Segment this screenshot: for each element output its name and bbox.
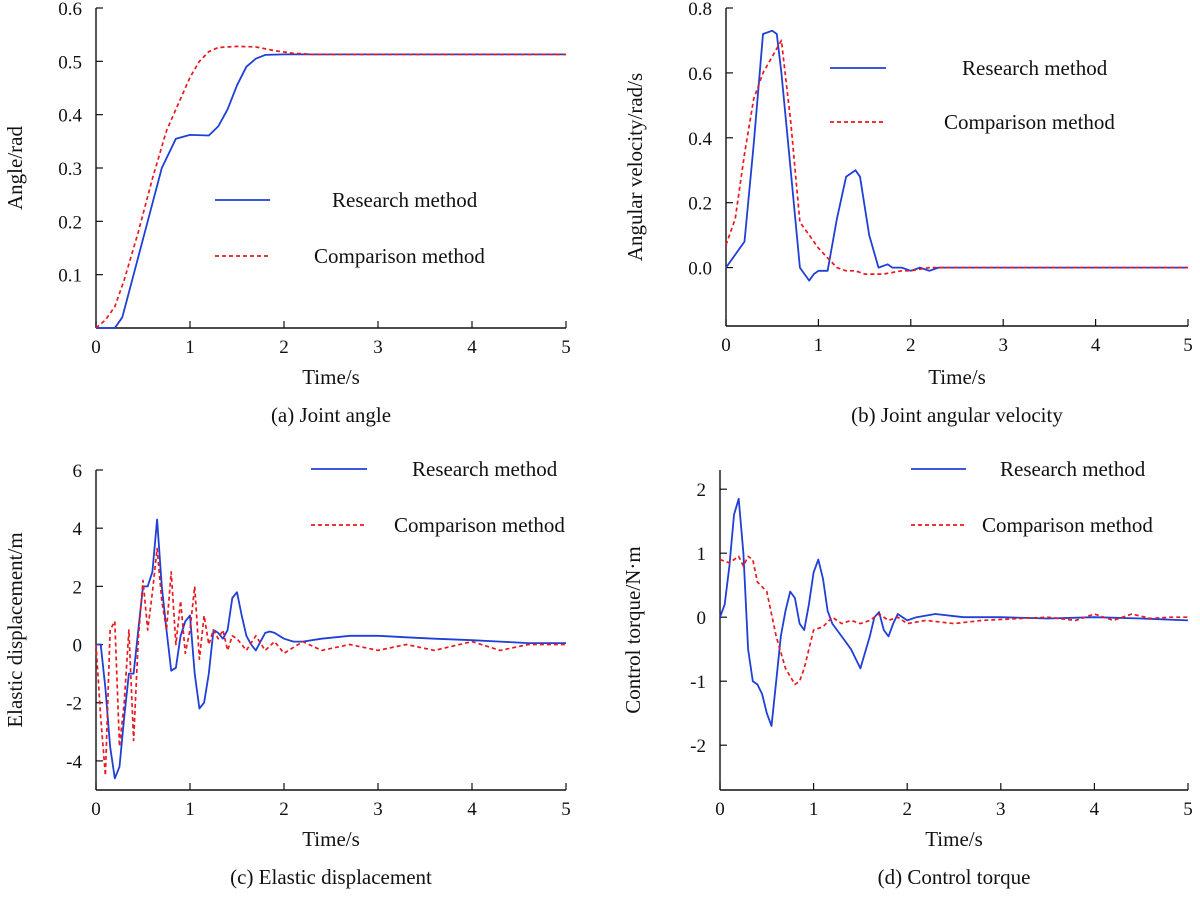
legend: Research method Comparison method <box>215 188 485 268</box>
x-axis-label: Time/s <box>928 365 986 389</box>
x-tick-label: 5 <box>1183 799 1193 820</box>
legend-label: Research method <box>332 188 478 212</box>
series-research-method <box>725 29 1188 282</box>
y-tick-label: 0.6 <box>688 64 712 85</box>
chart-caption: (b) Joint angular velocity <box>851 403 1063 427</box>
series-research-method <box>719 497 1189 727</box>
x-tick-label: 4 <box>1090 799 1100 820</box>
x-tick-label: 4 <box>1091 335 1101 356</box>
y-tick-label: 0.2 <box>58 212 82 233</box>
legend-label: Comparison method <box>982 513 1153 537</box>
y-tick-label: 0.4 <box>58 106 82 127</box>
y-axis-label: Elastic displacement/m <box>3 532 27 727</box>
x-tick-label: 0 <box>91 799 101 820</box>
x-tick-label: 5 <box>561 799 571 820</box>
legend: Research method Comparison method <box>911 457 1153 537</box>
chart-b: 0 1 2 3 4 5 0.0 0.2 0.4 0.6 0.8 Time/s Angular veloc… <box>623 0 1193 427</box>
x-tick-label: 1 <box>185 337 195 358</box>
x-tick-label: 0 <box>721 335 731 356</box>
x-tick-label: 0 <box>91 337 101 358</box>
y-tick-label: -4 <box>66 752 82 773</box>
x-axis-label: Time/s <box>302 827 360 851</box>
y-axis-label: Angle/rad <box>3 126 27 210</box>
y-tick-label: 0.4 <box>688 129 712 150</box>
legend-label: Research method <box>962 56 1108 80</box>
y-tick-label: 6 <box>73 461 83 482</box>
x-tick-label: 2 <box>902 799 912 820</box>
y-tick-label: 0.0 <box>688 259 712 280</box>
series-comparison-method <box>95 547 566 777</box>
y-tick-label: 0.3 <box>58 159 82 180</box>
x-axis-label: Time/s <box>925 827 983 851</box>
series-comparison-method <box>725 39 1188 275</box>
y-tick-label: -2 <box>690 736 706 757</box>
legend: Research method Comparison method <box>311 457 565 537</box>
legend: Research method Comparison method <box>830 56 1115 134</box>
x-tick-label: 3 <box>996 799 1006 820</box>
chart-d: 0 1 2 3 4 5 -2 -1 0 1 2 Time/s Control torque/N·m (d)… <box>621 457 1193 889</box>
series-comparison-method <box>719 555 1188 686</box>
x-tick-label: 1 <box>814 335 824 356</box>
y-tick-label: 2 <box>73 577 83 598</box>
x-tick-label: 1 <box>185 799 195 820</box>
chart-a: 0 1 2 3 4 5 0.1 0.2 0.3 0.4 0.5 0.6 Time/s Angle/rad (… <box>3 0 571 427</box>
legend-label: Research method <box>1000 457 1146 481</box>
chart-c: 0 1 2 3 4 5 -4 -2 0 2 4 6 Time/s Elastic displacement… <box>3 457 571 889</box>
y-tick-label: 0.5 <box>58 52 82 73</box>
y-tick-label: 1 <box>697 544 707 565</box>
legend-label: Comparison method <box>394 513 565 537</box>
x-tick-label: 5 <box>1183 335 1193 356</box>
y-tick-label: -1 <box>690 672 706 693</box>
y-axis-label: Control torque/N·m <box>621 546 645 713</box>
legend-label: Comparison method <box>314 244 485 268</box>
x-tick-label: 2 <box>279 799 289 820</box>
x-tick-label: 5 <box>561 337 571 358</box>
y-tick-label: 0.2 <box>688 194 712 215</box>
y-tick-label: 0.6 <box>58 0 82 20</box>
x-tick-label: 4 <box>467 799 477 820</box>
series-comparison-method <box>95 45 566 329</box>
x-tick-label: 4 <box>467 337 477 358</box>
x-tick-label: 1 <box>809 799 819 820</box>
x-tick-label: 2 <box>279 337 289 358</box>
x-tick-label: 2 <box>906 335 916 356</box>
series-research-method <box>96 53 566 329</box>
y-tick-label: 2 <box>697 480 707 501</box>
legend-label: Research method <box>412 457 558 481</box>
y-tick-label: 0 <box>73 636 83 657</box>
x-tick-label: 3 <box>998 335 1008 356</box>
y-tick-label: 0.1 <box>58 266 82 287</box>
chart-caption: (a) Joint angle <box>271 403 391 427</box>
chart-caption: (c) Elastic displacement <box>230 865 432 889</box>
y-tick-label: -2 <box>66 694 82 715</box>
y-axis-label: Angular velocity/rad/s <box>623 73 647 261</box>
x-axis-label: Time/s <box>302 365 360 389</box>
y-tick-label: 4 <box>73 519 83 540</box>
x-tick-label: 3 <box>373 799 383 820</box>
y-tick-label: 0.8 <box>688 0 712 20</box>
chart-caption: (d) Control torque <box>878 865 1031 889</box>
x-tick-label: 0 <box>715 799 725 820</box>
y-tick-label: 0 <box>697 608 707 629</box>
x-tick-label: 3 <box>373 337 383 358</box>
legend-label: Comparison method <box>944 110 1115 134</box>
